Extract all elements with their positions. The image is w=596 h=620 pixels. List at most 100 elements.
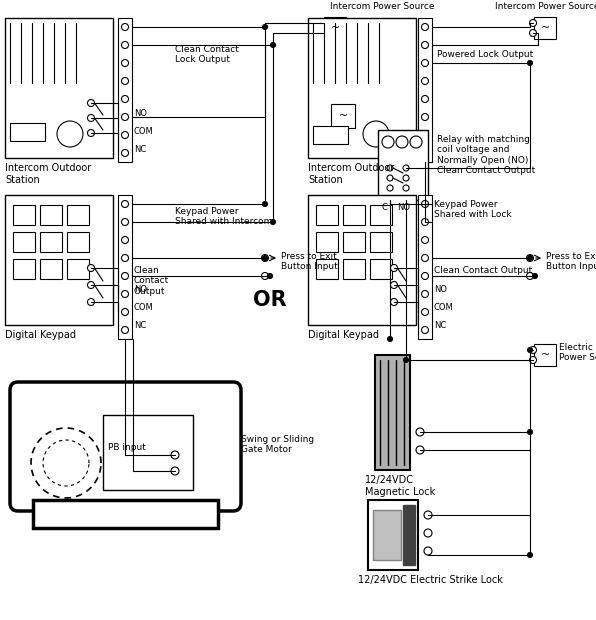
Text: ~: ~: [541, 350, 550, 360]
Bar: [33, 500, 218, 528]
Circle shape: [421, 291, 429, 298]
Circle shape: [122, 273, 129, 280]
Circle shape: [403, 165, 409, 171]
Text: Keypad Power
Shared with Intercom: Keypad Power Shared with Intercom: [175, 207, 272, 226]
Circle shape: [421, 236, 429, 244]
Circle shape: [416, 428, 424, 436]
Bar: [373, 510, 401, 560]
Text: C: C: [381, 203, 387, 212]
Circle shape: [88, 265, 95, 272]
FancyBboxPatch shape: [10, 382, 241, 511]
Circle shape: [387, 337, 393, 342]
Circle shape: [527, 61, 532, 66]
Circle shape: [421, 60, 429, 66]
Circle shape: [122, 218, 129, 226]
Text: Digital Keypad: Digital Keypad: [308, 330, 379, 340]
Bar: [5, 18, 113, 158]
Circle shape: [424, 547, 432, 555]
Circle shape: [122, 309, 129, 316]
Text: COM: COM: [134, 304, 154, 312]
Circle shape: [416, 446, 424, 454]
Text: Intercom Power Source: Intercom Power Source: [330, 2, 434, 11]
Circle shape: [526, 254, 533, 262]
Text: NO: NO: [434, 285, 447, 294]
Bar: [418, 18, 432, 162]
Circle shape: [122, 254, 129, 262]
Circle shape: [390, 265, 398, 272]
Text: Clean
Contact
Output: Clean Contact Output: [134, 266, 169, 296]
Circle shape: [171, 451, 179, 459]
Circle shape: [122, 200, 129, 208]
Text: 12/24VDC Electric Strike Lock: 12/24VDC Electric Strike Lock: [358, 575, 503, 585]
Bar: [13, 205, 35, 225]
Circle shape: [88, 130, 95, 136]
Circle shape: [122, 24, 129, 30]
Bar: [103, 415, 193, 490]
Text: COM: COM: [134, 126, 154, 136]
Circle shape: [171, 467, 179, 475]
Circle shape: [88, 99, 95, 107]
Circle shape: [262, 254, 269, 262]
Bar: [324, 17, 346, 39]
Circle shape: [271, 43, 275, 48]
Circle shape: [421, 200, 429, 208]
Bar: [5, 195, 113, 325]
Circle shape: [262, 255, 268, 260]
Text: NC: NC: [134, 322, 146, 330]
Text: PB input: PB input: [108, 443, 146, 452]
Circle shape: [122, 78, 129, 84]
Text: ~: ~: [541, 23, 550, 33]
Circle shape: [421, 42, 429, 48]
Circle shape: [421, 218, 429, 226]
Bar: [403, 505, 415, 565]
Circle shape: [529, 356, 536, 363]
Bar: [343, 232, 365, 252]
Circle shape: [122, 95, 129, 102]
Text: NC: NC: [434, 322, 446, 330]
Circle shape: [424, 511, 432, 519]
Text: Press to Exit
Button Input: Press to Exit Button Input: [546, 252, 596, 272]
Bar: [343, 205, 365, 225]
Circle shape: [421, 95, 429, 102]
Circle shape: [403, 358, 408, 363]
Circle shape: [410, 136, 422, 148]
Bar: [378, 130, 428, 200]
Text: NO: NO: [398, 203, 411, 212]
Circle shape: [122, 60, 129, 66]
Circle shape: [122, 236, 129, 244]
Circle shape: [122, 327, 129, 334]
Text: NC: NC: [134, 144, 146, 154]
Circle shape: [88, 281, 95, 288]
Bar: [67, 259, 89, 279]
Bar: [67, 232, 89, 252]
Circle shape: [122, 149, 129, 156]
Text: NO: NO: [134, 108, 147, 118]
Circle shape: [122, 291, 129, 298]
Bar: [343, 259, 365, 279]
Circle shape: [527, 255, 532, 260]
Circle shape: [390, 298, 398, 306]
Circle shape: [421, 254, 429, 262]
Bar: [370, 259, 392, 279]
Bar: [316, 232, 338, 252]
Bar: [13, 232, 35, 252]
Bar: [370, 205, 392, 225]
Circle shape: [387, 185, 393, 191]
Circle shape: [88, 115, 95, 122]
Circle shape: [88, 298, 95, 306]
Circle shape: [421, 327, 429, 334]
Circle shape: [527, 347, 532, 353]
Text: NO: NO: [134, 285, 147, 294]
Circle shape: [262, 273, 269, 280]
Circle shape: [382, 136, 394, 148]
Text: Relay with matching
coil voltage and
Normally Open (NO)
Clean Contact Output: Relay with matching coil voltage and Nor…: [437, 135, 535, 175]
Circle shape: [532, 273, 538, 278]
Circle shape: [529, 30, 536, 37]
Text: Press to Exit
Button Input: Press to Exit Button Input: [281, 252, 338, 272]
Circle shape: [421, 24, 429, 30]
Text: Electric Lock
Power Source: Electric Lock Power Source: [559, 343, 596, 363]
Circle shape: [529, 19, 536, 27]
Bar: [40, 232, 62, 252]
Bar: [316, 259, 338, 279]
Bar: [308, 195, 416, 325]
